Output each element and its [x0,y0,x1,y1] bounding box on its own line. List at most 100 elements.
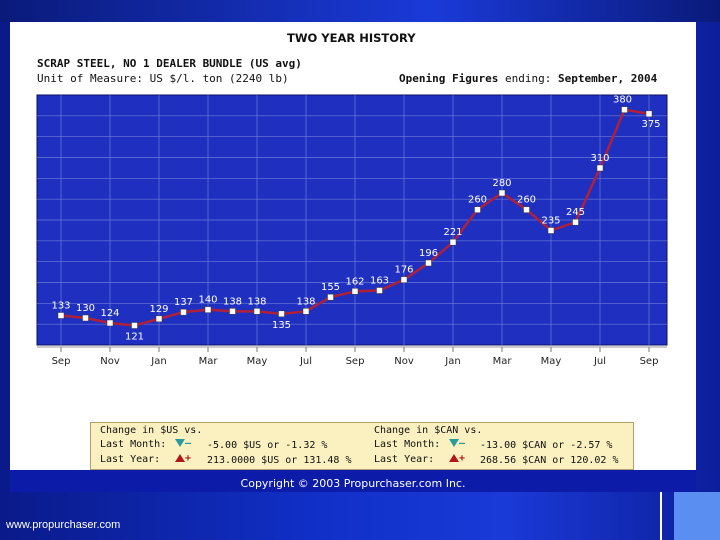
data-point [82,314,89,322]
data-point [596,164,604,172]
data-label: 130 [76,303,95,314]
data-label: 310 [590,153,609,164]
x-tick-label: May [541,356,562,367]
opening-mid: ending: [504,72,552,85]
minus-sign: – [185,438,192,449]
data-point [645,110,653,118]
opening-label: Opening Figures [399,72,499,85]
data-label: 245 [566,207,585,218]
data-point [547,227,555,234]
can-heading: Change in $CAN vs. [374,425,483,436]
data-label: 235 [541,216,560,227]
data-label: 280 [492,178,511,189]
data-point [155,315,163,323]
data-label: 221 [443,227,462,238]
us-down-indicator: – [175,438,191,449]
data-label: 375 [641,119,660,130]
decorative-block [674,492,720,540]
data-label: 133 [51,301,70,312]
data-label: 163 [370,276,389,287]
data-label: 138 [247,296,266,307]
top-bar [0,0,720,22]
us-last-year-value: 213.0000 $US or 131.48 % [207,455,352,466]
decorative-divider [660,492,662,540]
x-tick-label: Jul [299,356,312,367]
us-last-year-label: Last Year: [100,454,161,465]
us-last-month-label: Last Month: [100,439,167,450]
data-point [278,310,285,318]
x-tick-label: Jan [150,356,166,367]
data-label: 162 [345,276,364,287]
data-point [400,276,408,283]
x-tick-label: Mar [199,356,219,367]
data-label: 124 [100,308,119,319]
unit-of-measure: Unit of Measure: US $/l. ton (2240 lb) [37,72,289,85]
data-point [327,293,334,301]
data-point [376,287,383,294]
us-up-indicator: + [175,453,191,464]
x-tick-label: Nov [394,356,414,367]
data-label: 380 [613,95,632,106]
data-point [57,312,65,319]
data-point [131,322,138,329]
down-triangle-icon [449,439,459,447]
x-tick-label: May [247,356,268,367]
data-label: 140 [198,295,217,306]
data-label: 260 [468,195,487,206]
down-triangle-icon [175,439,185,447]
data-point [302,308,310,315]
x-tick-label: Sep [52,356,71,367]
x-tick-label: Nov [100,356,120,367]
data-point [229,308,236,315]
data-point [204,306,212,313]
data-label: 176 [394,265,413,276]
us-heading: Change in $US vs. [100,425,203,436]
minus-sign: – [459,438,466,449]
change-legend: Change in $US vs. Last Month: – -5.00 $U… [90,422,634,470]
x-tick-label: Jan [444,356,460,367]
footer-url[interactable]: www.propurchaser.com [6,519,121,531]
product-name: SCRAP STEEL, NO 1 DEALER BUNDLE (US avg) [37,57,302,70]
data-point [425,259,432,267]
data-label: 138 [296,296,315,307]
plus-sign: + [185,453,192,464]
data-point [180,308,187,316]
plus-sign: + [459,453,466,464]
can-up-indicator: + [449,453,465,464]
data-point [253,308,261,315]
data-point [572,218,579,226]
us-last-month-value: -5.00 $US or -1.32 % [207,440,328,451]
can-last-year-label: Last Year: [374,454,435,465]
up-triangle-icon [449,454,459,462]
data-label: 135 [272,320,291,331]
up-triangle-icon [175,454,185,462]
data-label: 260 [517,195,536,206]
data-point [621,106,628,113]
data-label: 121 [125,332,144,343]
line-chart: Sep Nov Jan Mar May Jul Sep Nov Jan Mar May Jul Sep 1… [36,94,668,367]
data-label: 129 [149,304,168,315]
chart-title: TWO YEAR HISTORY [287,31,416,45]
opening-date: September, 2004 [557,72,658,85]
opening-figures: Opening Figures ending: September, 2004 [399,72,657,85]
x-tick-label: Sep [346,356,365,367]
data-point [474,206,481,213]
data-label: 196 [419,248,438,259]
data-point [106,319,114,327]
data-label: 155 [321,282,340,293]
data-label: 137 [174,297,193,308]
can-last-year-value: 268.56 $CAN or 120.02 % [480,455,619,466]
copyright-text: Copyright © 2003 Propurchaser.com Inc. [240,477,466,490]
data-point [523,206,530,213]
data-point [351,288,359,295]
can-down-indicator: – [449,438,465,449]
can-last-month-label: Last Month: [374,439,441,450]
x-tick-label: Mar [493,356,513,367]
data-point [498,189,506,197]
x-tick-label: Jul [593,356,606,367]
can-last-month-value: -13.00 $CAN or -2.57 % [480,440,613,451]
copyright-bar: Copyright © 2003 Propurchaser.com Inc. [10,470,696,492]
x-tick-label: Sep [640,356,659,367]
chart-panel: TWO YEAR HISTORY SCRAP STEEL, NO 1 DEALE… [10,22,696,470]
